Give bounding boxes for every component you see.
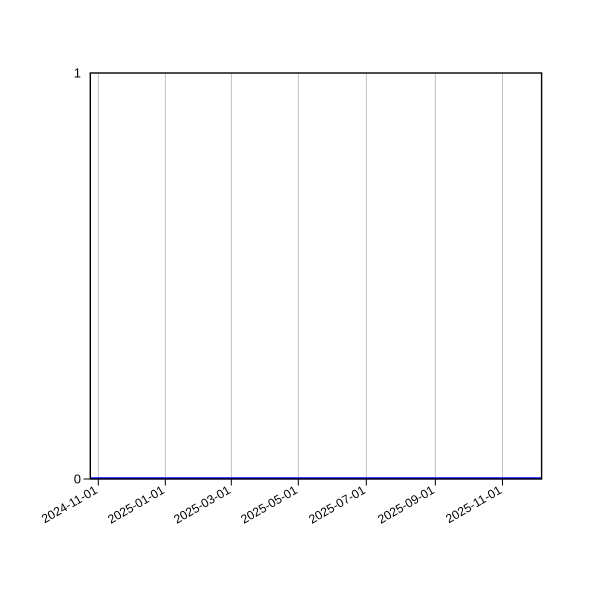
svg-text:0: 0: [74, 472, 81, 487]
svg-text:1: 1: [74, 66, 81, 81]
